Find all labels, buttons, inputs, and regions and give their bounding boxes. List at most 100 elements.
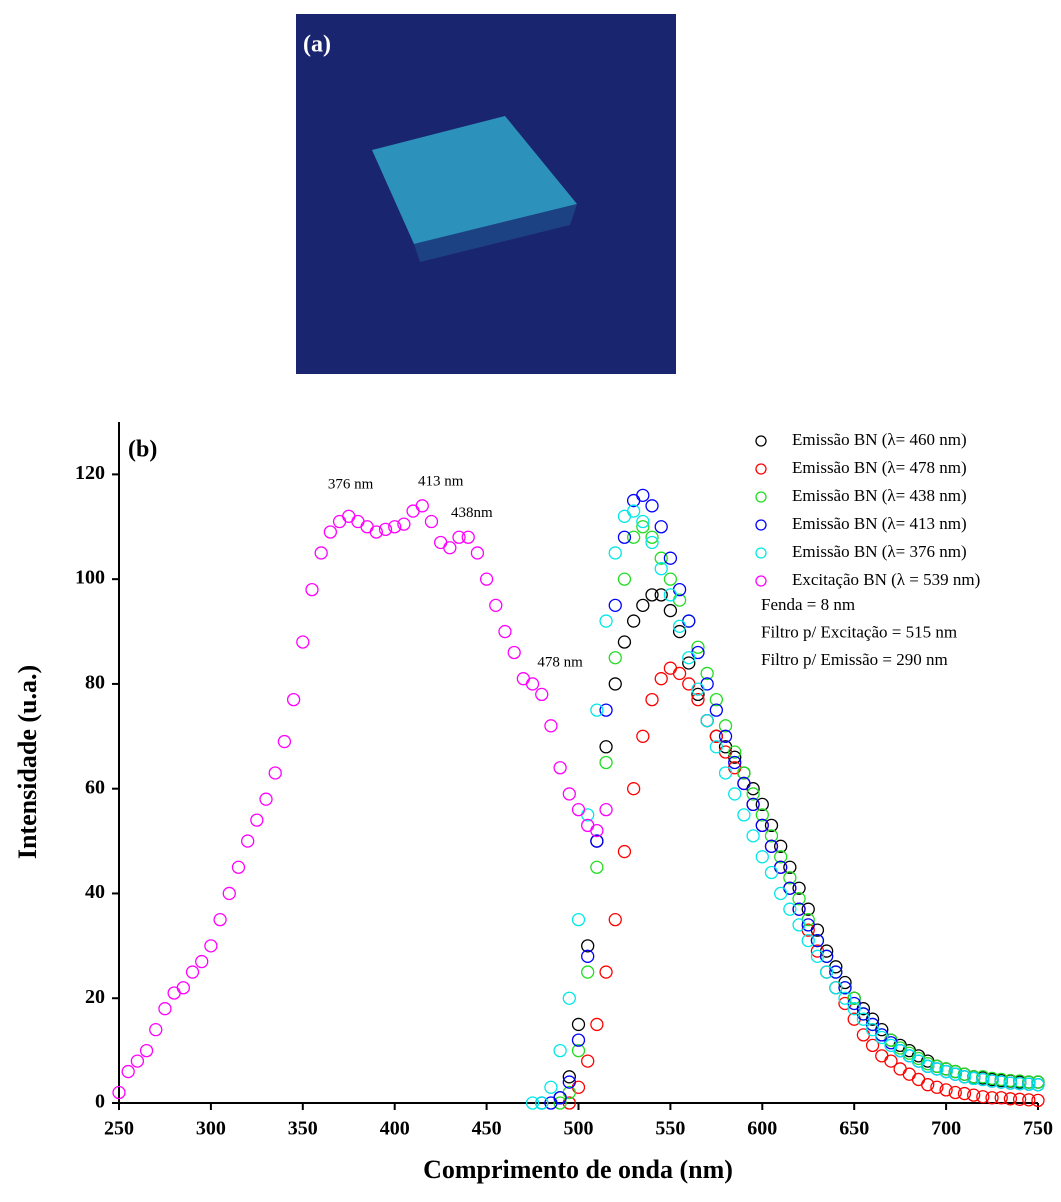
data-point [397,517,411,531]
data-point [829,965,843,979]
data-point [755,808,769,822]
y-tick-label: 20 [85,986,105,1008]
data-point [709,740,723,754]
data-point [967,1071,981,1086]
y-tick-label: 0 [95,1091,105,1113]
data-point [617,509,632,523]
x-axis-title: Comprimento de onda (nm) [423,1155,733,1184]
data-point [544,1080,558,1094]
data-point [700,713,714,728]
data-point [636,488,650,502]
data-point [774,886,788,901]
data-point [571,802,586,817]
data-point [470,546,485,560]
data-point [636,520,650,534]
data-point [691,682,705,696]
data-point [231,860,246,874]
data-point [985,1091,999,1105]
data-point [645,535,659,550]
y-tick-label: 120 [75,462,105,484]
data-point [663,661,678,675]
data-point [948,1085,962,1100]
data-point [709,692,723,707]
data-point [654,562,668,576]
annotation: 413 nm [418,474,464,490]
data-point [489,598,503,612]
data-point [626,782,641,796]
data-point [571,1043,586,1058]
x-tick-label: 700 [931,1118,961,1140]
data-point [461,530,475,544]
data-point [682,614,696,628]
data-point [378,522,393,537]
data-point [645,692,659,707]
data-point [617,572,632,586]
data-point [1003,1092,1018,1106]
data-point [1031,1078,1045,1092]
legend-marker [755,547,767,559]
data-point [737,776,751,791]
data-point [764,839,779,853]
data-point [691,692,705,707]
data-point [176,981,190,995]
data-point [764,818,779,833]
data-point [222,886,236,901]
legend-marker [755,463,767,475]
data-point [654,588,668,602]
data-point [691,687,705,702]
data-point [691,645,705,660]
data-point [323,525,338,539]
legend-label: Emissão BN (λ= 438 nm) [792,486,967,505]
legend-label: Emissão BN (λ= 478 nm) [792,458,967,477]
data-point [608,913,622,927]
data-point [516,672,531,686]
annotation: 478 nm [537,654,583,670]
data-point [424,514,439,529]
x-tick-label: 450 [472,1118,502,1140]
photo-label: (a) [303,32,331,58]
x-tick-label: 500 [564,1118,594,1140]
data-point [663,551,678,565]
data-point [663,588,678,602]
data-point [728,745,742,759]
data-point [847,991,861,1005]
data-point [617,844,632,859]
data-point [360,520,374,534]
data-point [783,871,797,885]
data-point [967,1088,981,1102]
data-point [700,666,714,681]
data-point [663,572,678,586]
data-point [645,588,659,602]
data-point [672,666,687,681]
data-point [139,1043,154,1058]
data-point [581,949,595,963]
data-point [581,1054,595,1068]
data-point [755,850,769,864]
data-point [553,1091,567,1105]
data-point [626,504,641,518]
data-point [443,541,457,555]
data-point [893,1062,907,1076]
data-point [507,645,521,660]
data-point [746,782,760,796]
y-tick-label: 80 [85,672,105,694]
data-point [581,939,595,953]
data-point [562,1070,576,1084]
data-point [535,1096,549,1110]
data-point [544,719,558,733]
data-point [636,514,650,529]
data-point [213,913,227,927]
data-point [663,603,678,618]
data-point [562,787,576,801]
data-point [626,530,641,544]
data-point [728,787,742,801]
data-point [626,614,641,628]
note: Filtro p/ Excitação = 515 nm [761,622,957,641]
data-point [525,677,540,691]
data-point [433,535,448,550]
x-tick-label: 650 [839,1118,869,1140]
legend-label: Emissão BN (λ= 413 nm) [792,514,967,533]
data-point [562,991,576,1005]
y-axis-title: Intensidade (u.a.) [13,665,42,859]
